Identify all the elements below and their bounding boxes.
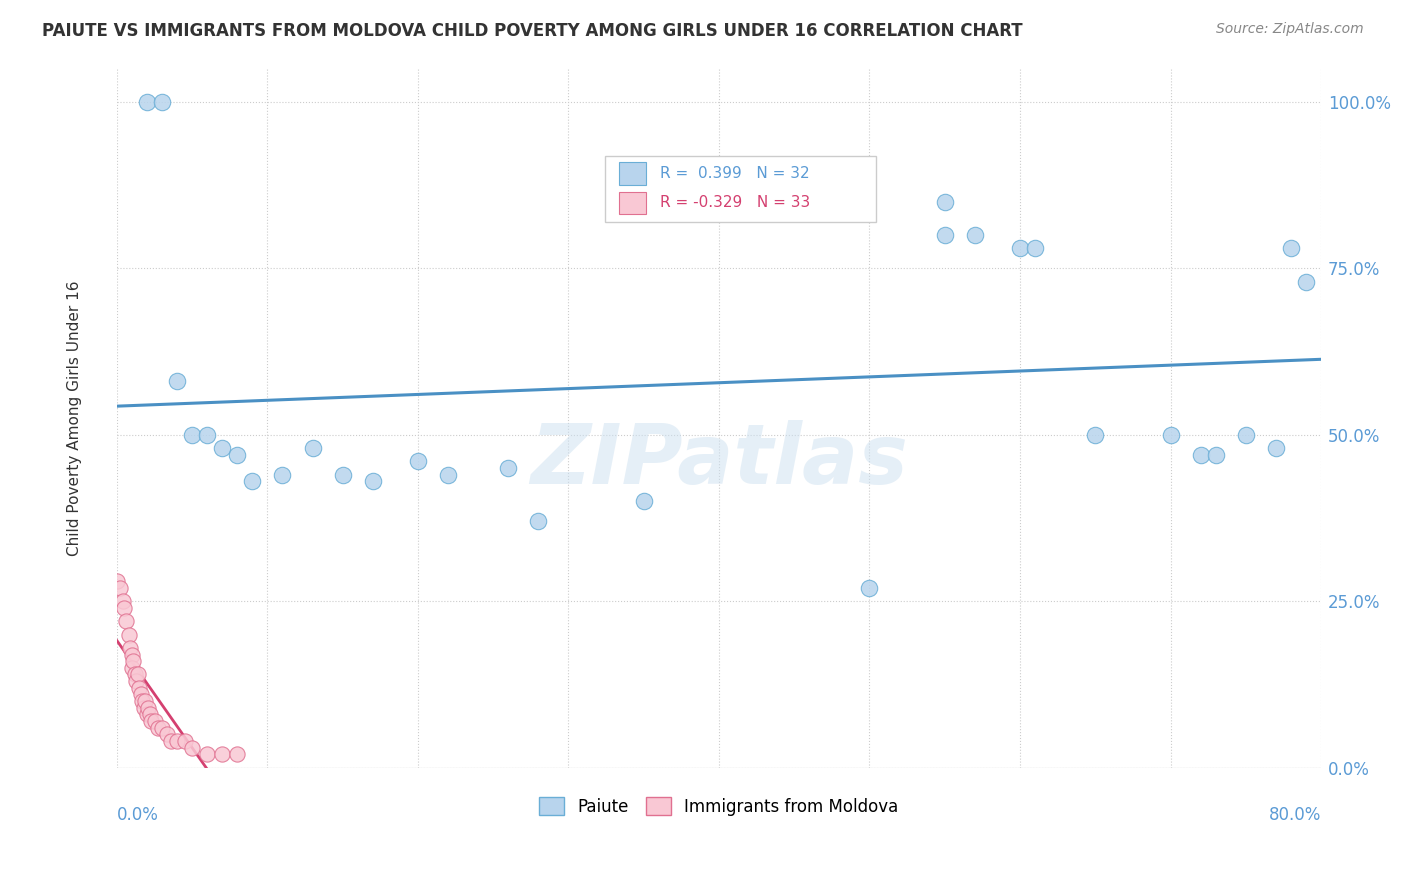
Point — [129, 688, 152, 702]
Point — [136, 95, 159, 109]
Point — [111, 594, 134, 608]
Text: 80.0%: 80.0% — [1268, 806, 1322, 824]
Point — [136, 707, 159, 722]
Point — [1160, 427, 1182, 442]
Point — [437, 467, 460, 482]
Point — [406, 454, 429, 468]
FancyBboxPatch shape — [619, 162, 645, 185]
Point — [226, 448, 249, 462]
Point — [150, 95, 173, 109]
Point — [195, 747, 218, 762]
Point — [1264, 441, 1286, 455]
Legend: Paiute, Immigrants from Moldova: Paiute, Immigrants from Moldova — [533, 791, 905, 822]
Point — [160, 734, 183, 748]
Point — [211, 747, 233, 762]
FancyBboxPatch shape — [619, 192, 645, 214]
Point — [181, 740, 204, 755]
Point — [332, 467, 354, 482]
Point — [934, 194, 956, 209]
FancyBboxPatch shape — [605, 156, 876, 222]
Point — [633, 494, 655, 508]
Point — [118, 627, 141, 641]
Point — [112, 600, 135, 615]
Point — [115, 614, 138, 628]
Point — [124, 667, 146, 681]
Point — [155, 727, 177, 741]
Point — [173, 734, 195, 748]
Point — [1008, 241, 1031, 255]
Point — [1024, 241, 1046, 255]
Point — [738, 194, 761, 209]
Point — [143, 714, 166, 728]
Point — [301, 441, 323, 455]
Point — [271, 467, 294, 482]
Text: 0.0%: 0.0% — [117, 806, 159, 824]
Point — [132, 700, 155, 714]
Point — [1279, 241, 1302, 255]
Point — [226, 747, 249, 762]
Text: R =  0.399   N = 32: R = 0.399 N = 32 — [659, 166, 810, 181]
Point — [125, 674, 148, 689]
Point — [963, 227, 986, 242]
Point — [134, 694, 156, 708]
Point — [150, 721, 173, 735]
Point — [1205, 448, 1227, 462]
Point — [139, 707, 162, 722]
Point — [128, 681, 150, 695]
Text: ZIPatlas: ZIPatlas — [530, 419, 908, 500]
Point — [166, 375, 188, 389]
Point — [1189, 448, 1212, 462]
Point — [138, 700, 160, 714]
Point — [141, 714, 163, 728]
Text: Child Poverty Among Girls Under 16: Child Poverty Among Girls Under 16 — [67, 280, 82, 556]
Point — [122, 654, 145, 668]
Point — [127, 667, 149, 681]
Point — [934, 227, 956, 242]
Point — [146, 721, 169, 735]
Point — [108, 581, 131, 595]
Point — [361, 475, 384, 489]
Point — [166, 734, 188, 748]
Point — [131, 694, 153, 708]
Point — [121, 648, 143, 662]
Point — [120, 640, 142, 655]
Text: Source: ZipAtlas.com: Source: ZipAtlas.com — [1216, 22, 1364, 37]
Text: R = -0.329   N = 33: R = -0.329 N = 33 — [659, 195, 810, 211]
Point — [496, 461, 519, 475]
Text: PAIUTE VS IMMIGRANTS FROM MOLDOVA CHILD POVERTY AMONG GIRLS UNDER 16 CORRELATION: PAIUTE VS IMMIGRANTS FROM MOLDOVA CHILD … — [42, 22, 1022, 40]
Point — [181, 427, 204, 442]
Point — [105, 574, 128, 589]
Point — [1084, 427, 1107, 442]
Point — [240, 475, 263, 489]
Point — [1234, 427, 1257, 442]
Point — [527, 514, 550, 528]
Point — [858, 581, 880, 595]
Point — [1295, 275, 1317, 289]
Point — [121, 661, 143, 675]
Point — [195, 427, 218, 442]
Point — [211, 441, 233, 455]
